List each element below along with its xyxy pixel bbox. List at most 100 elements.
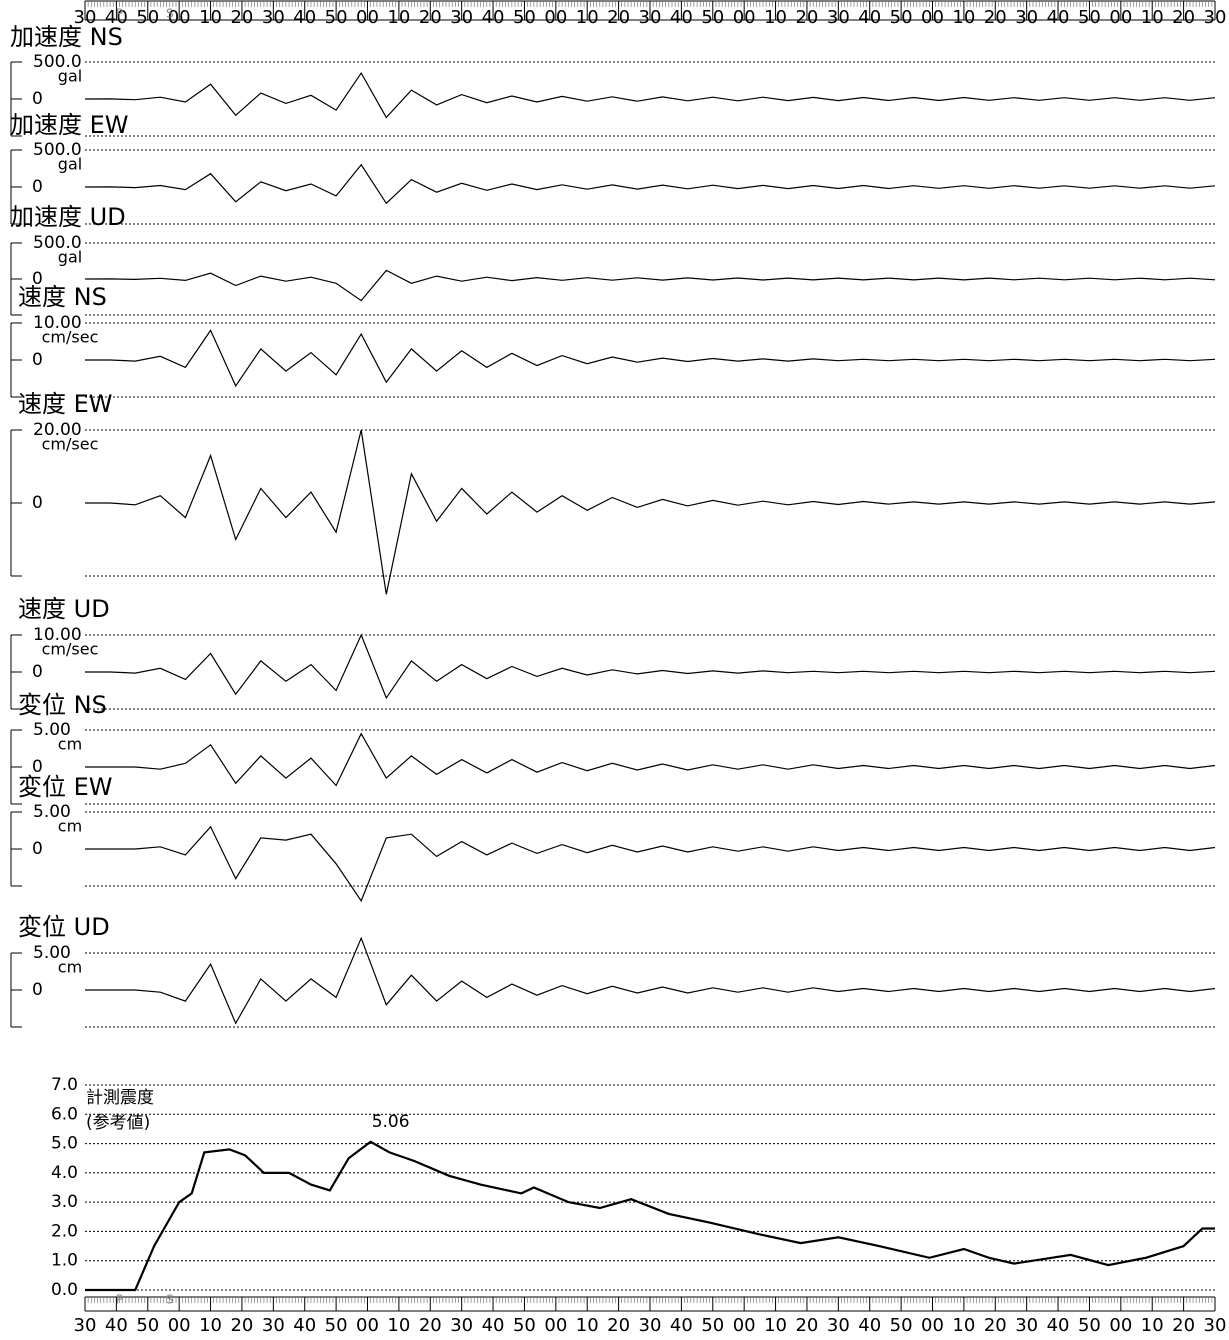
x-tick-label: 10 [387,1315,410,1336]
x-tick-label: 00 [733,7,756,28]
y-tick-label: 0 [32,980,43,1000]
x-tick-label: 40 [293,7,316,28]
phase-marker: S [166,1293,174,1307]
x-tick-label: 10 [576,1315,599,1336]
x-tick-label: 20 [984,7,1007,28]
chart-subtitle: (参考値) [86,1113,150,1133]
y-tick-label: 0 [32,89,43,109]
y-tick-label: 500.0 [33,140,82,160]
waveform [85,825,1216,903]
x-tick-label: 40 [105,7,128,28]
unit-label: cm/sec [42,435,99,454]
peak-label: 5.06 [372,1112,410,1132]
x-tick-label: 20 [230,7,253,28]
x-tick-label: 50 [513,7,536,28]
x-tick-label: 10 [952,1315,975,1336]
waveform [85,329,1216,388]
y-tick-label: 6.0 [51,1104,78,1124]
x-tick-label: 50 [325,7,348,28]
y-tick-label: 4.0 [51,1163,78,1183]
x-tick-label: 20 [419,7,442,28]
x-tick-label: 00 [356,7,379,28]
panel-title: 変位 EW [18,773,113,801]
x-tick-label: 20 [607,7,630,28]
unit-label: cm [58,735,82,754]
x-tick-label: 20 [795,1315,818,1336]
x-tick-label: 00 [1109,1315,1132,1336]
x-tick-label: 30 [262,7,285,28]
x-tick-label: 30 [639,7,662,28]
chart-title: 計測震度 [86,1088,154,1108]
unit-label: gal [58,248,82,267]
x-tick-label: 30 [827,7,850,28]
x-tick-label: 00 [168,1315,191,1336]
x-tick-label: 30 [827,1315,850,1336]
x-tick-label: 40 [1047,7,1070,28]
y-tick-label: 0 [32,269,43,289]
x-tick-label: 00 [1109,7,1132,28]
x-tick-label: 50 [325,1315,348,1336]
panel-title: 加速度 UD [10,203,126,231]
x-tick-label: 00 [544,1315,567,1336]
intensity-line [85,1140,1215,1292]
waveform [84,269,1216,302]
panel-title: 加速度 EW [10,111,129,139]
x-tick-label: 20 [419,1315,442,1336]
y-tick-label: 0 [32,662,43,682]
y-tick-label: 7.0 [51,1075,78,1095]
y-tick-label: 0 [32,350,43,370]
y-tick-label: 5.00 [33,802,71,822]
panel-title: 加速度 NS [10,23,123,51]
unit-label: gal [58,155,82,174]
x-tick-label: 40 [670,7,693,28]
phase-marker: S [166,7,174,21]
x-tick-label: 00 [356,1315,379,1336]
y-tick-label: 0.0 [51,1280,78,1300]
y-tick-label: 3.0 [51,1192,78,1212]
unit-label: cm [58,958,82,977]
x-tick-label: 50 [890,7,913,28]
x-tick-label: 30 [262,1315,285,1336]
x-tick-label: 30 [1204,7,1227,28]
panel-title: 変位 UD [18,913,110,941]
x-tick-label: 50 [1078,7,1101,28]
x-tick-label: 10 [387,7,410,28]
x-tick-label: 50 [701,7,724,28]
waveform [85,732,1216,787]
x-tick-label: 30 [639,1315,662,1336]
x-tick-label: 30 [74,7,97,28]
waveform [85,633,1216,700]
y-tick-label: 2.0 [51,1221,78,1241]
panel-title: 速度 NS [18,283,107,311]
y-tick-label: 5.00 [33,943,71,963]
y-tick-label: 1.0 [51,1251,78,1271]
x-tick-label: 50 [890,1315,913,1336]
unit-label: cm/sec [42,640,99,659]
x-tick-label: 00 [544,7,567,28]
y-tick-label: 10.00 [33,625,82,645]
x-tick-label: 10 [199,7,222,28]
x-tick-label: 50 [513,1315,536,1336]
x-tick-label: 30 [450,7,473,28]
x-tick-label: 20 [607,1315,630,1336]
x-tick-label: 40 [858,1315,881,1336]
x-tick-label: 20 [230,1315,253,1336]
y-tick-label: 0 [32,839,43,859]
x-tick-label: 30 [1015,1315,1038,1336]
phase-marker: P [116,1293,123,1307]
y-tick-label: 10.00 [33,313,82,333]
x-tick-label: 10 [952,7,975,28]
x-tick-label: 20 [795,7,818,28]
y-tick-label: 0 [32,177,43,197]
x-tick-label: 20 [1172,7,1195,28]
x-tick-label: 40 [293,1315,316,1336]
panel-title: 速度 EW [18,390,113,418]
waveform [85,429,1216,595]
waveform [84,163,1216,205]
x-tick-label: 00 [921,7,944,28]
panel-title: 速度 UD [18,595,110,623]
x-tick-label: 50 [136,7,159,28]
x-tick-label: 20 [984,1315,1007,1336]
unit-label: cm/sec [42,328,99,347]
